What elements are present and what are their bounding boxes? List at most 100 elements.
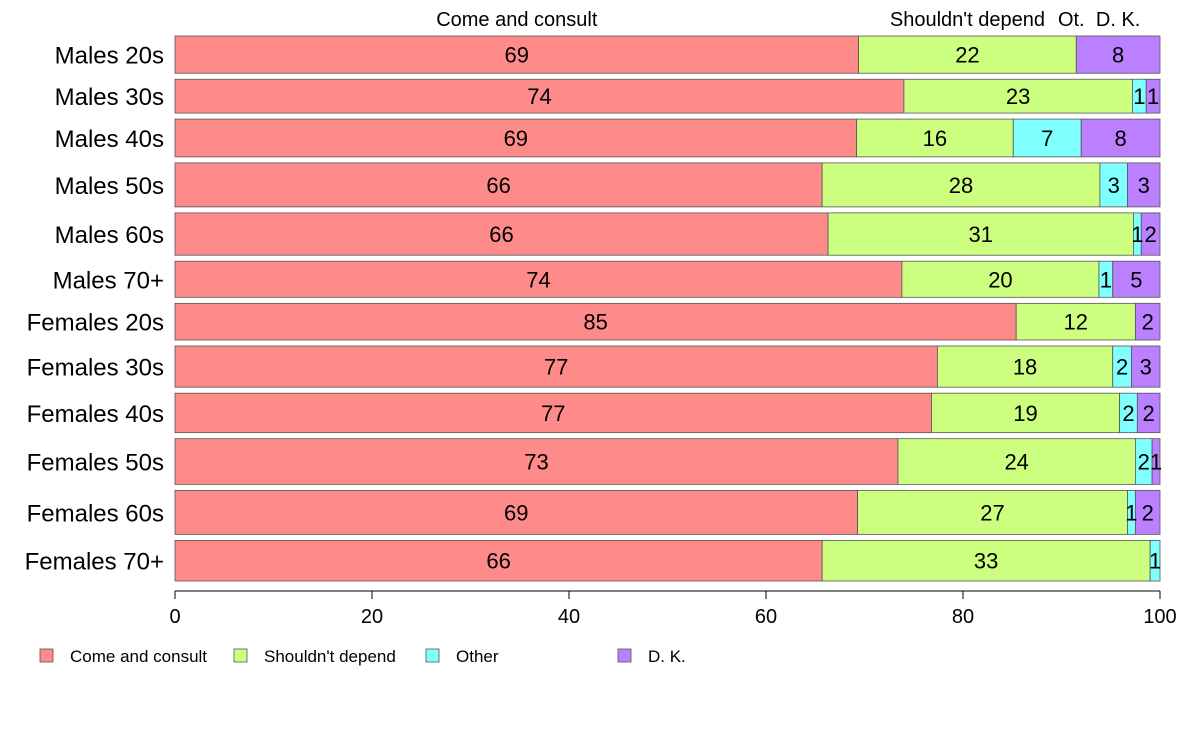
bar-segment-d-k-females-60s (1134, 489, 1161, 535)
bar-segment-d-k-females-30s (1131, 345, 1161, 388)
category-label-females-40s: Females 40s (27, 401, 164, 428)
legend-label-shouldn-t-depend: Shouldn't depend (264, 647, 396, 666)
bar-segment-come-and-consult-females-70 (174, 539, 823, 582)
bar-segment-come-and-consult-males-60s (174, 212, 829, 256)
bar-segment-d-k-males-70 (1112, 260, 1161, 298)
top-label-come-and-consult: Come and consult (436, 9, 598, 31)
x-tick-label-80: 80 (952, 606, 974, 628)
bar-segment-come-and-consult-males-30s (174, 78, 905, 114)
legend-swatch-shouldn-t-depend (233, 648, 248, 663)
bar-segment-come-and-consult-females-30s (174, 345, 938, 388)
data-label-come-and-consult-males-50s: 66 (486, 173, 510, 198)
data-label-other-males-60s: 1 (1131, 222, 1143, 247)
data-label-come-and-consult-females-60s: 69 (504, 500, 528, 525)
category-label-males-50s: Males 50s (55, 173, 164, 200)
x-tick-label-100: 100 (1143, 606, 1176, 628)
bar-segment-d-k-females-40s (1136, 392, 1161, 434)
data-label-come-and-consult-males-20s: 69 (505, 43, 529, 68)
category-label-males-40s: Males 40s (55, 126, 164, 153)
bar-segment-other-females-70 (1149, 539, 1161, 582)
data-label-come-and-consult-males-60s: 66 (489, 222, 513, 247)
data-label-shouldn-t-depend-males-50s: 28 (949, 173, 973, 198)
bar-segment-shouldn-t-depend-females-50s (897, 438, 1136, 485)
data-label-shouldn-t-depend-males-20s: 22 (955, 43, 979, 68)
data-label-d-k-females-50s: 1 (1150, 450, 1162, 475)
bar-segment-come-and-consult-females-40s (174, 392, 932, 434)
bar-segment-come-and-consult-males-20s (174, 35, 859, 74)
data-label-d-k-males-60s: 2 (1145, 222, 1157, 247)
data-label-come-and-consult-females-30s: 77 (544, 355, 568, 380)
bar-segment-other-males-50s (1099, 162, 1128, 208)
data-label-shouldn-t-depend-males-60s: 31 (968, 222, 992, 247)
bar-segment-come-and-consult-females-60s (174, 489, 859, 535)
x-tick-label-20: 20 (361, 606, 383, 628)
data-label-shouldn-t-depend-males-40s: 16 (923, 126, 947, 151)
bar-segment-d-k-males-20s (1075, 35, 1161, 74)
top-label-other: Ot. (1058, 9, 1085, 31)
category-label-females-20s: Females 20s (27, 310, 164, 337)
bar-segment-shouldn-t-depend-females-70 (821, 539, 1151, 582)
bar-segment-d-k-males-40s (1080, 118, 1161, 158)
data-label-d-k-males-70: 5 (1130, 267, 1142, 292)
data-label-other-females-40s: 2 (1122, 401, 1134, 426)
data-label-other-females-30s: 2 (1116, 355, 1128, 380)
data-label-other-males-40s: 7 (1041, 126, 1053, 151)
category-label-males-60s: Males 60s (55, 222, 164, 249)
top-labels: Come and consult Shouldn't depend Ot. D. K. (436, 9, 1140, 31)
bar-segment-shouldn-t-depend-males-40s (856, 118, 1014, 158)
bar-segment-other-males-40s (1012, 118, 1082, 158)
data-label-shouldn-t-depend-females-50s: 24 (1004, 450, 1028, 475)
bar-segment-d-k-males-50s (1127, 162, 1161, 208)
legend-swatch-come-and-consult (39, 648, 54, 663)
bars (174, 35, 1161, 582)
bar-segment-shouldn-t-depend-males-30s (903, 78, 1133, 114)
bar-segment-shouldn-t-depend-females-20s (1015, 302, 1136, 341)
data-label-d-k-males-30s: 1 (1147, 84, 1159, 109)
data-label-come-and-consult-males-70: 74 (526, 267, 550, 292)
bar-segment-d-k-females-20s (1134, 302, 1161, 341)
data-label-come-and-consult-females-40s: 77 (541, 401, 565, 426)
data-label-come-and-consult-females-70: 66 (486, 549, 510, 574)
legend-swatch-d-k (617, 648, 632, 663)
data-label-shouldn-t-depend-females-40s: 19 (1013, 401, 1037, 426)
x-tick-label-40: 40 (558, 606, 580, 628)
data-label-other-males-50s: 3 (1108, 173, 1120, 198)
category-label-females-60s: Females 60s (27, 500, 164, 527)
legend-label-other: Other (456, 647, 499, 666)
legend: Come and consult Shouldn't depend Other D. … (39, 647, 686, 666)
data-label-other-females-50s: 2 (1138, 450, 1150, 475)
data-label-shouldn-t-depend-males-30s: 23 (1006, 84, 1030, 109)
legend-label-d-k: D. K. (648, 647, 686, 666)
category-label-females-50s: Females 50s (27, 450, 164, 477)
category-labels: Males 20s Males 30s Males 40s Males 50s Male… (25, 43, 164, 576)
data-label-other-females-70: 1 (1149, 549, 1161, 574)
data-label-shouldn-t-depend-females-60s: 27 (980, 500, 1004, 525)
data-label-d-k-males-50s: 3 (1138, 173, 1150, 198)
top-label-d-k: D. K. (1096, 9, 1140, 31)
bar-segment-come-and-consult-males-50s (174, 162, 823, 208)
data-label-d-k-females-60s: 2 (1142, 500, 1154, 525)
data-label-come-and-consult-males-40s: 69 (504, 126, 528, 151)
data-label-d-k-males-40s: 8 (1114, 126, 1126, 151)
category-label-females-30s: Females 30s (27, 355, 164, 382)
data-label-other-males-70: 1 (1100, 267, 1112, 292)
top-label-shouldn-t-depend: Shouldn't depend (890, 9, 1045, 31)
data-label-shouldn-t-depend-females-20s: 12 (1064, 310, 1088, 335)
bar-segment-shouldn-t-depend-males-50s (821, 162, 1101, 208)
data-label-shouldn-t-depend-females-70: 33 (974, 549, 998, 574)
category-label-females-70: Females 70+ (25, 549, 164, 576)
category-label-males-70: Males 70+ (53, 267, 164, 294)
data-label-shouldn-t-depend-males-70: 20 (988, 267, 1012, 292)
bar-segment-d-k-males-30s (1145, 78, 1161, 114)
bar-segment-shouldn-t-depend-females-30s (936, 345, 1114, 388)
data-label-shouldn-t-depend-females-30s: 18 (1013, 355, 1037, 380)
legend-swatch-other (425, 648, 440, 663)
legend-label-come-and-consult: Come and consult (70, 647, 207, 666)
bar-segment-shouldn-t-depend-females-40s (931, 392, 1121, 434)
category-label-males-30s: Males 30s (55, 84, 164, 111)
data-label-d-k-females-20s: 2 (1142, 310, 1154, 335)
x-axis: 0 20 40 60 80 100 (169, 590, 1177, 628)
data-label-come-and-consult-females-20s: 85 (583, 310, 607, 335)
bar-segment-come-and-consult-males-40s (174, 118, 858, 158)
category-label-males-20s: Males 20s (55, 43, 164, 70)
